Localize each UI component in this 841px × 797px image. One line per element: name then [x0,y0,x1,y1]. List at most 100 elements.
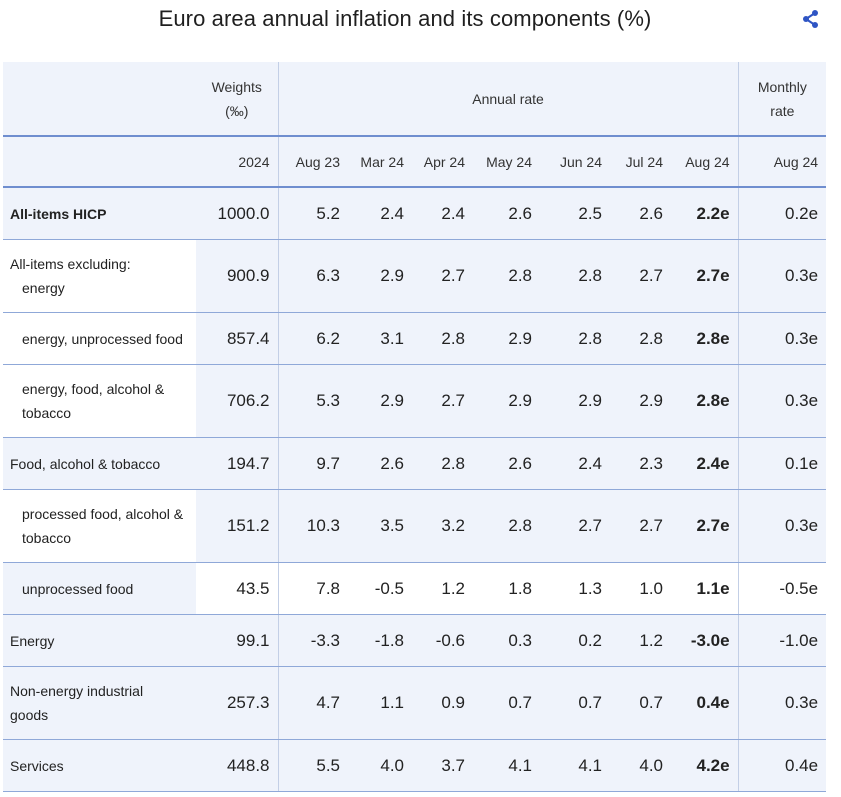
value-cell: 4.7 [277,666,348,740]
table-row: energy, food, alcohol & tobacco 706.2 5.… [3,364,827,438]
table-row: Non-energy industrial goods 257.3 4.7 1.… [3,666,827,740]
value-cell: 2.7 [412,364,473,438]
value-cell: 2.7 [540,489,610,563]
value-cell: 4.0 [610,739,671,792]
row-label: processed food, alcohol & tobacco [3,489,196,563]
value-cell: 1.3 [540,562,610,615]
weight-cell: 194.7 [196,437,278,490]
header-row-periods: 2024 Aug 23 Mar 24 Apr 24 May 24 Jun 24 … [3,135,827,188]
value-cell-latest: 0.4e [671,666,739,740]
header-weights-year: 2024 [196,135,278,188]
weight-cell: 900.9 [196,239,278,313]
header-col-aug23: Aug 23 [277,135,348,188]
value-cell: 2.8 [473,489,540,563]
value-cell: 2.9 [348,364,412,438]
page-title: Euro area annual inflation and its compo… [158,6,652,31]
table-row: Services 448.8 5.5 4.0 3.7 4.1 4.1 4.0 4… [3,739,827,792]
value-cell: 2.8 [540,312,610,365]
row-label: Energy [3,614,196,667]
value-cell: 9.7 [277,437,348,490]
value-cell: 2.4 [348,187,412,240]
value-cell: 1.2 [610,614,671,667]
value-cell: 3.7 [412,739,473,792]
weight-cell: 1000.0 [196,187,278,240]
value-cell: 2.8 [473,239,540,313]
header-col-apr24: Apr 24 [412,135,473,188]
value-cell: 0.2 [540,614,610,667]
row-label: energy, food, alcohol & tobacco [3,364,196,438]
row-label: All-items excluding: energy [3,239,196,313]
value-cell: 2.8 [412,437,473,490]
value-cell: 2.9 [540,364,610,438]
header-col-mar24: Mar 24 [348,135,412,188]
table-row: Energy 99.1 -3.3 -1.8 -0.6 0.3 0.2 1.2 -… [3,614,827,667]
value-cell: 0.7 [473,666,540,740]
value-cell: 3.1 [348,312,412,365]
header-col-aug24: Aug 24 [671,135,739,188]
row-label: Food, alcohol & tobacco [3,437,196,490]
value-cell: 2.4 [412,187,473,240]
weight-cell: 43.5 [196,562,278,615]
row-label-line2: tobacco [22,530,72,546]
header-col-monthly-aug24: Aug 24 [737,135,827,188]
header-col-jul24: Jul 24 [610,135,671,188]
value-cell: 2.4 [540,437,610,490]
value-cell: 2.8 [412,312,473,365]
row-label: Non-energy industrial goods [3,666,196,740]
value-cell: 2.9 [348,239,412,313]
header-weights: Weights (‰) [196,62,278,136]
value-cell: 4.0 [348,739,412,792]
header-col-may24: May 24 [473,135,540,188]
row-label: Services [3,739,196,792]
monthly-cell: 0.3e [737,489,827,563]
weight-cell: 257.3 [196,666,278,740]
monthly-cell: 0.3e [737,312,827,365]
row-label-line1: Non-energy industrial [10,683,144,699]
value-cell: 2.7 [412,239,473,313]
value-cell: 2.9 [473,312,540,365]
row-label-line1: All-items excluding: [10,256,131,272]
table-row: processed food, alcohol & tobacco 151.2 … [3,489,827,563]
value-cell-latest: 2.2e [671,187,739,240]
monthly-cell: 0.1e [737,437,827,490]
header-col-jun24: Jun 24 [540,135,610,188]
value-cell: 1.2 [412,562,473,615]
value-cell: 2.9 [473,364,540,438]
value-cell: 2.5 [540,187,610,240]
value-cell: 6.3 [277,239,348,313]
header-row-groups: Weights (‰) Annual rate Monthly rate [3,62,827,136]
value-cell: 2.8 [610,312,671,365]
value-cell-latest: 2.7e [671,489,739,563]
value-cell: 0.7 [610,666,671,740]
value-cell: 2.6 [473,437,540,490]
row-label-line2: tobacco [22,405,72,421]
monthly-cell: 0.2e [737,187,827,240]
value-cell: 3.5 [348,489,412,563]
row-label: All-items HICP [3,187,196,240]
value-cell: 2.6 [610,187,671,240]
table-row: All-items excluding: energy 900.9 6.3 2.… [3,239,827,313]
header-period-blank [3,135,196,188]
value-cell: 6.2 [277,312,348,365]
value-cell: 5.5 [277,739,348,792]
table-row: unprocessed food 43.5 7.8 -0.5 1.2 1.8 1… [3,562,827,615]
weight-cell: 448.8 [196,739,278,792]
value-cell-latest: 1.1e [671,562,739,615]
row-label-line2: energy [22,280,65,296]
row-label: energy, unprocessed food [3,312,196,365]
row-label-line1: energy, food, alcohol & [22,381,165,397]
value-cell: 0.3 [473,614,540,667]
monthly-cell: 0.3e [737,239,827,313]
inflation-table: Weights (‰) Annual rate Monthly rate 202… [3,62,827,792]
value-cell: 5.2 [277,187,348,240]
value-cell: 2.6 [473,187,540,240]
weight-cell: 706.2 [196,364,278,438]
value-cell: 10.3 [277,489,348,563]
header-monthly-unit: rate [770,102,795,119]
share-icon[interactable] [801,9,823,29]
monthly-cell: -1.0e [737,614,827,667]
value-cell: 4.1 [473,739,540,792]
value-cell: 1.8 [473,562,540,615]
value-cell: 2.6 [348,437,412,490]
monthly-cell: 0.3e [737,666,827,740]
